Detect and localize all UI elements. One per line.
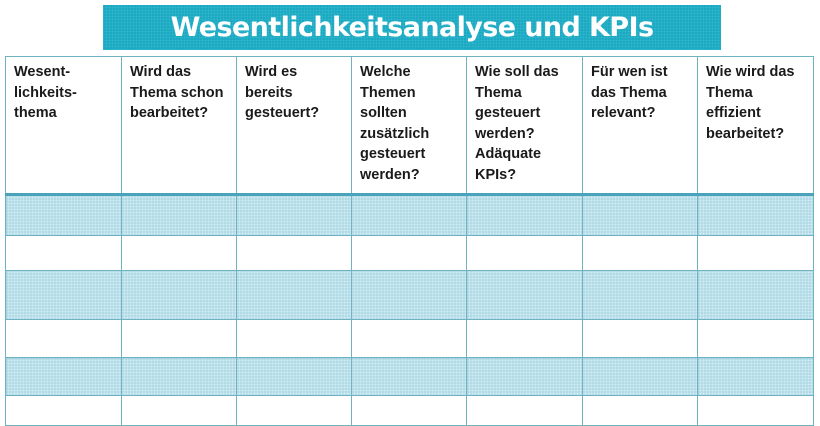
table-cell[interactable] [236, 319, 352, 358]
table-cell[interactable] [582, 395, 698, 426]
table-row [5, 319, 814, 358]
column-header-how-managed-kpis: Wie soll das Thema gesteuert werden? Adä… [466, 56, 583, 196]
table-cell[interactable] [466, 395, 583, 426]
table-cell[interactable] [582, 270, 698, 320]
table-cell[interactable] [236, 395, 352, 426]
column-header-already-handled: Wird das Thema schon bearbeitet? [121, 56, 237, 196]
column-header-label: Wie wird das Thema effizient bearbeitet? [706, 64, 795, 142]
table-cell[interactable] [236, 357, 352, 396]
table-cell[interactable] [697, 319, 814, 358]
table-cell[interactable] [5, 357, 122, 396]
column-header-label: Welche Themen sollten zusätzlich gesteue… [360, 64, 430, 183]
table-cell[interactable] [351, 235, 467, 271]
table-cell[interactable] [466, 235, 583, 271]
table-cell[interactable] [466, 319, 583, 358]
table-cell[interactable] [121, 395, 237, 426]
table-cell[interactable] [236, 194, 352, 236]
table-cell[interactable] [582, 194, 698, 236]
column-header-additional-topics: Welche Themen sollten zusätzlich gesteue… [351, 56, 467, 196]
table-cell[interactable] [351, 395, 467, 426]
table-cell[interactable] [582, 235, 698, 271]
table-cell[interactable] [5, 319, 122, 358]
table-cell[interactable] [351, 319, 467, 358]
table-row [5, 194, 814, 236]
table-cell[interactable] [697, 395, 814, 426]
table-cell[interactable] [582, 357, 698, 396]
table-cell[interactable] [121, 357, 237, 396]
header-row: Wesent- lichkeits- thema Wird das Thema … [5, 56, 814, 196]
table-cell[interactable] [697, 235, 814, 271]
table-cell[interactable] [582, 319, 698, 358]
table-cell[interactable] [351, 270, 467, 320]
table-row [5, 270, 814, 320]
page-title: Wesentlichkeitsanalyse und KPIs [170, 12, 654, 43]
table-cell[interactable] [466, 357, 583, 396]
column-header-materiality-topic: Wesent- lichkeits- thema [5, 56, 122, 196]
title-banner: Wesentlichkeitsanalyse und KPIs [103, 5, 721, 50]
table-cell[interactable] [697, 357, 814, 396]
table-cell[interactable] [5, 270, 122, 320]
table-row [5, 235, 814, 271]
table-cell[interactable] [121, 319, 237, 358]
table-cell[interactable] [5, 395, 122, 426]
column-header-label: Wie soll das Thema gesteuert werden? Adä… [475, 64, 559, 183]
table-cell[interactable] [121, 270, 237, 320]
materiality-kpi-table: Wesent- lichkeits- thema Wird das Thema … [5, 56, 814, 426]
column-header-label: Wird es bereits gesteuert? [245, 64, 320, 121]
column-header-label: Wird das Thema schon bearbeitet? [130, 64, 224, 121]
table-cell[interactable] [466, 270, 583, 320]
materiality-table-container: Wesent- lichkeits- thema Wird das Thema … [5, 56, 814, 426]
table-cell[interactable] [351, 194, 467, 236]
table-cell[interactable] [5, 235, 122, 271]
table-cell[interactable] [466, 194, 583, 236]
table-row [5, 395, 814, 426]
column-header-relevant-for: Für wen ist das Thema relevant? [582, 56, 698, 196]
column-header-label: Wesent- lichkeits- thema [14, 64, 77, 121]
table-cell[interactable] [236, 235, 352, 271]
column-header-label: Für wen ist das Thema relevant? [591, 64, 668, 121]
table-cell[interactable] [5, 194, 122, 236]
column-header-already-managed: Wird es bereits gesteuert? [236, 56, 352, 196]
table-cell[interactable] [121, 235, 237, 271]
table-cell[interactable] [236, 270, 352, 320]
table-row [5, 357, 814, 396]
table-cell[interactable] [697, 270, 814, 320]
table-cell[interactable] [697, 194, 814, 236]
table-cell[interactable] [121, 194, 237, 236]
table-cell[interactable] [351, 357, 467, 396]
column-header-efficiency: Wie wird das Thema effizient bearbeitet? [697, 56, 814, 196]
